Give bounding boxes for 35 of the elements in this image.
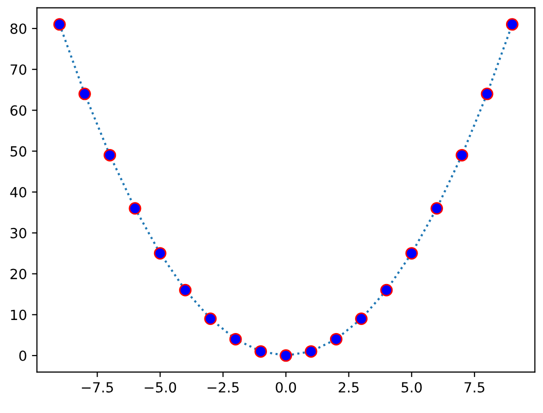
y-tick-label: 50 bbox=[10, 146, 26, 157]
x-tick-label: 2.5 bbox=[338, 382, 359, 393]
point bbox=[104, 148, 116, 162]
y-tick-label: 0 bbox=[19, 350, 26, 362]
point bbox=[154, 247, 166, 260]
point bbox=[128, 202, 142, 215]
point bbox=[380, 284, 393, 296]
y-tick-label: 30 bbox=[10, 228, 26, 238]
y-tick-label: 60 bbox=[10, 105, 26, 116]
y-tick-label: 40 bbox=[10, 186, 26, 198]
x-tick-label: 7.5 bbox=[464, 382, 484, 393]
point bbox=[78, 88, 91, 100]
x-tick-label: 5.0 bbox=[402, 382, 422, 393]
y-tick-label: 20 bbox=[10, 268, 26, 280]
point bbox=[330, 332, 342, 346]
point bbox=[254, 345, 267, 358]
x-tick-label: 0.0 bbox=[276, 382, 296, 393]
point bbox=[179, 284, 192, 296]
point bbox=[480, 88, 494, 100]
point bbox=[430, 202, 444, 215]
x-tick-label: −7.5 bbox=[82, 382, 113, 393]
point bbox=[280, 349, 292, 362]
point bbox=[53, 18, 66, 31]
point bbox=[204, 312, 217, 326]
point bbox=[405, 247, 418, 260]
x-tick-label: −2.5 bbox=[208, 382, 239, 393]
point bbox=[355, 312, 368, 326]
point bbox=[304, 345, 318, 358]
point bbox=[229, 332, 242, 346]
point bbox=[506, 18, 518, 31]
x-tick-label: −5.0 bbox=[144, 382, 176, 393]
y-tick-label: 10 bbox=[11, 310, 26, 320]
point bbox=[456, 148, 468, 162]
y-tick-label: 70 bbox=[10, 64, 26, 75]
y-tick-label: 80 bbox=[10, 23, 26, 34]
